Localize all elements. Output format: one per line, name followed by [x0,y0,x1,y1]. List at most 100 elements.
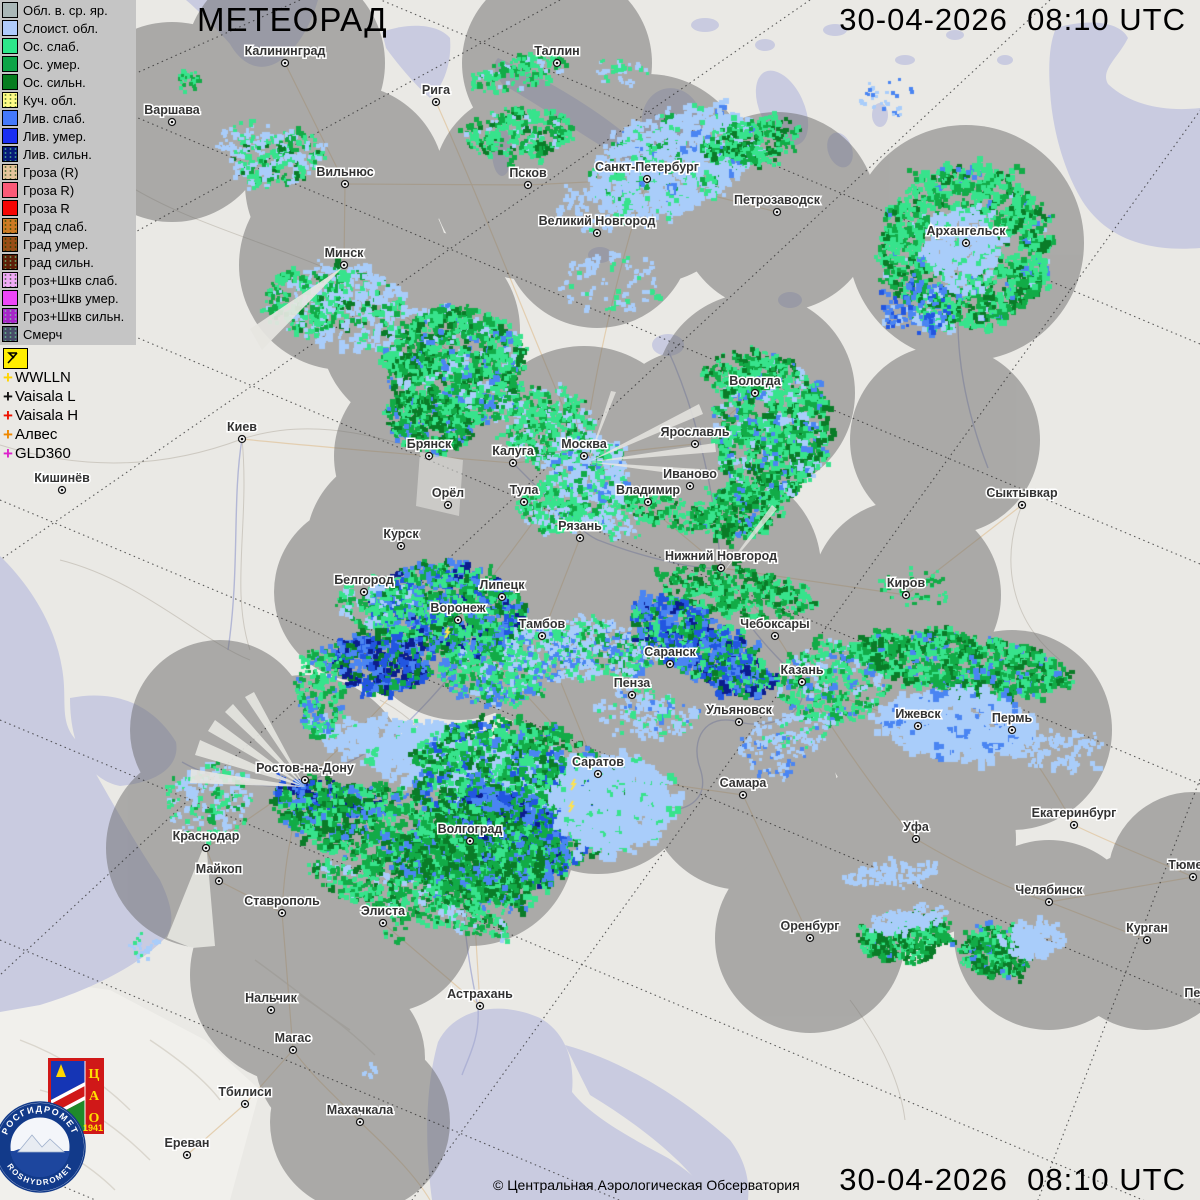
city-marker-dot [291,1048,295,1052]
city-marker-dot [1020,503,1024,507]
city-Калуга: Калуга [491,443,536,468]
legend-label: Град слаб. [23,218,88,234]
city-Краснодар: Краснодар [171,828,241,853]
city-Магас: Магас [273,1030,313,1055]
city-Владимир: Владимир [614,482,682,507]
radar-blanked-sector [245,692,305,787]
tornado-flag-icon [3,348,28,369]
fir-tree-icon [56,1064,66,1077]
city-marker-dot [362,590,366,594]
city-Астрахань: Астрахань [446,986,515,1011]
legend-item: Ос. сильн. [2,73,136,91]
city-Орёл: Орёл [430,485,466,510]
city-label: Минск [325,246,365,260]
legend-swatch [2,92,18,108]
legend-label: Гроза R) [23,182,75,198]
city-marker-dot [478,1004,482,1008]
city-label: Рязань [558,519,602,533]
legend-item: Ос. слаб. [2,37,136,55]
city-Оренбург: Оренбург [779,918,841,943]
legend-swatch [2,110,18,126]
datetime-bottom: 30-04-2026 08:10 UTC [839,1162,1186,1197]
city-label: Санкт-Петербург [595,160,699,174]
city-label: Тбилиси [218,1085,271,1099]
city-marker-dot [60,488,64,492]
city-marker-dot [446,503,450,507]
legend-swatch [2,254,18,270]
city-marker-dot [753,391,757,395]
legend-item: Гроза R [2,199,136,217]
lightning-source-Vaisala H: + Vaisala H [1,406,78,425]
city-marker-dot [468,839,472,843]
legend-label: Куч. обл. [23,92,77,108]
legend-swatch [2,290,18,306]
legend-swatch [2,200,18,216]
legend-item: Гроза R) [2,181,136,199]
legend-swatch [2,164,18,180]
city-marker-dot [555,61,559,65]
city-Курган: Курган [1125,920,1169,945]
city-Уфа: Уфа [902,819,931,844]
city-Тула: Тула [508,482,541,507]
flag-glyph [7,352,18,364]
city-marker-dot [808,936,812,940]
city-label: Вильнюс [316,165,373,179]
legend-item: Куч. обл. [2,91,136,109]
city-Петрозаводск: Петрозаводск [733,192,822,217]
city-label: Волгоград [438,822,503,836]
city-label: Чебоксары [740,617,809,631]
city-label: Курск [383,527,419,541]
city-Саранск: Саранск [643,644,698,669]
city-marker-dot [185,1153,189,1157]
legend-swatch [2,128,18,144]
city-label: Краснодар [173,829,240,843]
legend-swatch [2,74,18,90]
city-Нальчик: Нальчик [244,990,299,1015]
city-label: Ярославль [660,425,729,439]
city-label: Калуга [492,444,535,458]
legend-panel: Обл. в. ср. яр. Слоист. обл. Ос. слаб. Ос. … [0,0,136,345]
city-Таллин: Таллин [533,43,581,68]
city-label: Сыктывкар [986,486,1058,500]
city-marker-dot [283,61,287,65]
source-label: Vaisala L [15,388,76,405]
city-marker-dot [1047,900,1051,904]
city-marker-dot [170,120,174,124]
city-Вологда: Вологда [728,373,783,398]
city-label: Псков [509,166,547,180]
city-Ярославль: Ярославль [659,424,731,449]
lightning-source-GLD360: + GLD360 [1,444,78,463]
legend-item: Град сильн. [2,253,136,271]
legend-item: Лив. умер. [2,127,136,145]
radar-blanked-sector [416,452,463,516]
city-Кишинёв: Кишинёв [33,470,92,495]
city-label: Ижевск [895,707,941,721]
city-Тюмень: Тюмень [1167,857,1200,882]
city-Сыктывкар: Сыктывкар [985,485,1059,510]
city-Минск: Минск [323,245,366,270]
legend-swatch [2,272,18,288]
city-marker-dot [1010,728,1014,732]
legend-label: Слоист. обл. [23,20,99,36]
lightning-source-Vaisala L: + Vaisala L [1,387,78,406]
city-marker-dot [217,879,221,883]
source-label: WWLLN [15,369,71,386]
city-label: Таллин [534,44,579,58]
city-marker-dot [243,1102,247,1106]
city-label: Тюмень [1168,858,1200,872]
legend-swatch [2,236,18,252]
city-label: Воронеж [430,601,485,615]
copyright-note: © Центральная Аэрологическая Обсерватори… [493,1177,800,1193]
legend-label: Обл. в. ср. яр. [23,2,108,18]
city-marker-dot [582,454,586,458]
city-marker-dot [775,210,779,214]
legend-label: Град умер. [23,236,89,252]
cao-year: 1941 [83,1123,103,1133]
city-label: Пенза [614,676,652,690]
source-label: GLD360 [15,445,71,462]
city-marker-dot [646,500,650,504]
city-marker-dot [595,231,599,235]
city-label: Оренбург [780,919,839,933]
